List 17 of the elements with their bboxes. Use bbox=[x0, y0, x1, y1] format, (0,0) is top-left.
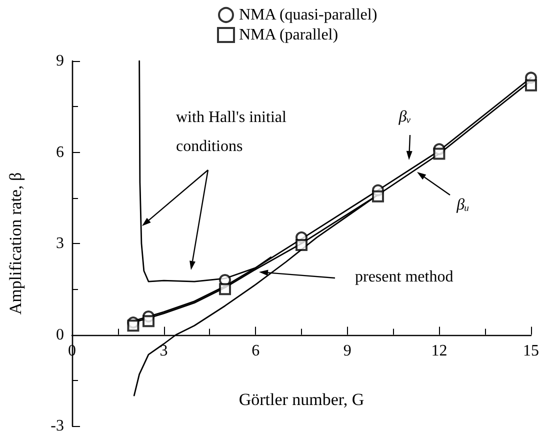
x-tick-label: 15 bbox=[523, 342, 539, 360]
legend-label: NMA (parallel) bbox=[239, 26, 338, 44]
x-tick-label: 6 bbox=[252, 342, 260, 360]
y-tick-label: -3 bbox=[50, 418, 64, 434]
annotation: βᵥ bbox=[398, 108, 412, 126]
x-tick-label: 12 bbox=[431, 342, 448, 360]
annotation: present method bbox=[355, 268, 454, 286]
y-axis-title: Amplification rate, β bbox=[6, 172, 25, 315]
y-tick-label: 0 bbox=[56, 326, 64, 344]
annotation: with Hall's initial conditions bbox=[176, 109, 290, 155]
legend-label: NMA (quasi-parallel) bbox=[239, 6, 378, 24]
y-tick-label: 3 bbox=[56, 235, 64, 252]
y-tick-label: 9 bbox=[56, 52, 64, 70]
x-tick-label: 9 bbox=[343, 342, 352, 360]
y-tick-label: 6 bbox=[56, 144, 64, 161]
x-axis-title: Görtler number, G bbox=[238, 390, 364, 409]
annotation: βᵤ bbox=[456, 196, 470, 214]
